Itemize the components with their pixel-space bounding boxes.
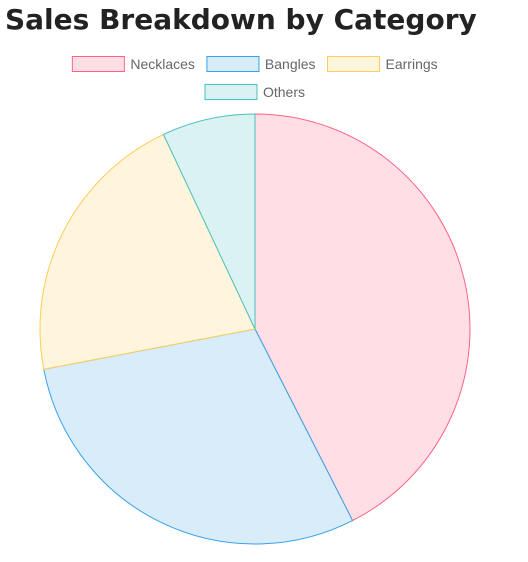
legend-label: Earrings xyxy=(386,56,438,72)
legend-label: Bangles xyxy=(265,56,316,72)
chart-legend: Necklaces Bangles Earrings Others xyxy=(71,56,438,100)
legend-swatch xyxy=(204,84,258,100)
legend-item-earrings[interactable]: Earrings xyxy=(327,56,438,72)
pie-slice-earrings[interactable] xyxy=(39,133,256,370)
legend-swatch xyxy=(206,56,260,72)
chart-title: Sales Breakdown by Category xyxy=(5,3,477,36)
legend-swatch xyxy=(327,56,381,72)
pie-slice-others[interactable] xyxy=(162,113,256,330)
legend-item-bangles[interactable]: Bangles xyxy=(206,56,316,72)
legend-label: Necklaces xyxy=(130,56,195,72)
legend-swatch xyxy=(71,56,125,72)
pie-slices xyxy=(39,113,471,545)
legend-item-others[interactable]: Others xyxy=(204,84,305,100)
pie-slice-necklaces[interactable] xyxy=(254,113,471,522)
pie-slice-bangles[interactable] xyxy=(43,328,354,545)
legend-item-necklaces[interactable]: Necklaces xyxy=(71,56,195,72)
legend-label: Others xyxy=(263,84,305,100)
